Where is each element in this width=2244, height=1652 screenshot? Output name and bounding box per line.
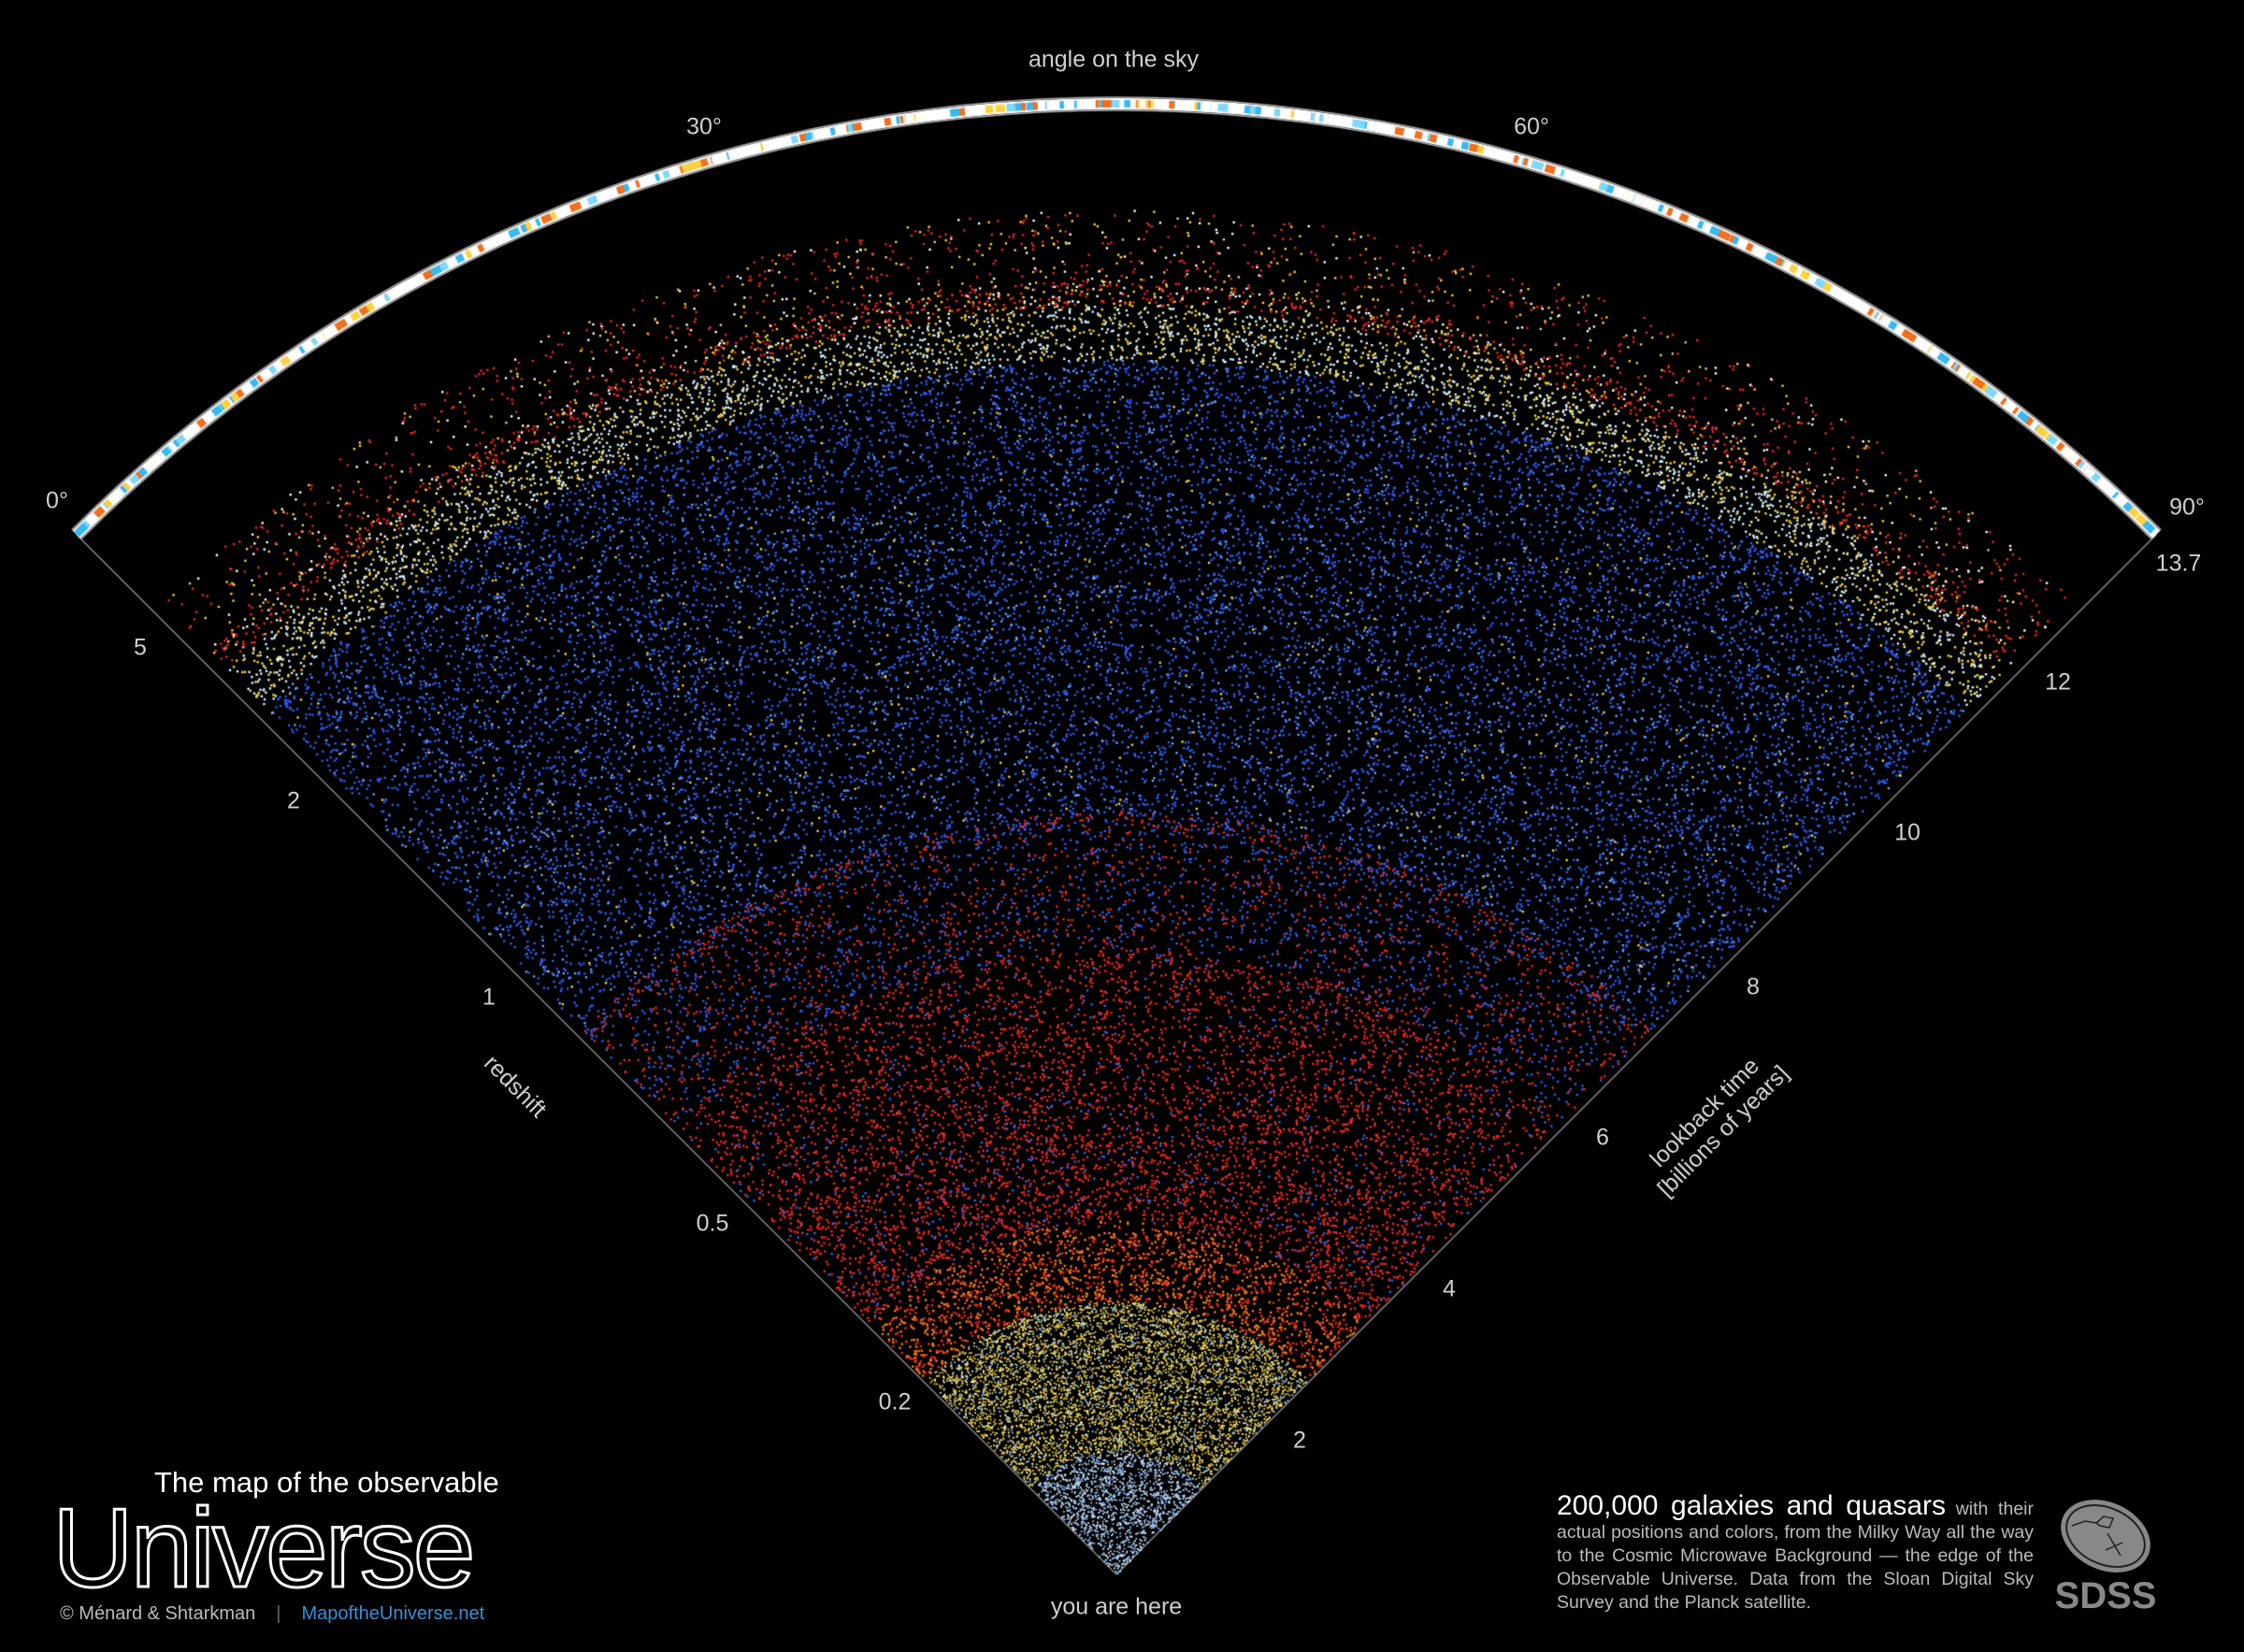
lookback-tick: 2 xyxy=(1293,1427,1306,1454)
lookback-tick: 8 xyxy=(1747,973,1760,1000)
redshift-tick: 0.2 xyxy=(878,1388,912,1415)
lookback-tick: 4 xyxy=(1443,1275,1456,1302)
redshift-tick: 1 xyxy=(482,984,496,1011)
angle-axis-title: angle on the sky xyxy=(1028,46,1200,73)
angle-tick-90: 90° xyxy=(2169,494,2205,521)
title-universe: Universe xyxy=(51,1486,477,1611)
lookback-tick: 13.7 xyxy=(2155,550,2202,577)
redshift-tick: 2 xyxy=(287,787,300,814)
sdss-logo: SDSS xyxy=(2053,1498,2158,1617)
you-are-here-label: you are here xyxy=(1050,1593,1183,1620)
separator: | xyxy=(276,1603,281,1624)
credit-line: © Ménard & Shtarkman | MapoftheUniverse.ne… xyxy=(60,1602,484,1625)
angle-tick-0: 0° xyxy=(46,487,68,514)
redshift-tick: 5 xyxy=(134,634,147,661)
authors-credit: © Ménard & Shtarkman xyxy=(60,1603,256,1624)
description: 200,000 galaxies and quasars with their … xyxy=(1557,1492,2034,1615)
website-link[interactable]: MapoftheUniverse.net xyxy=(301,1603,485,1624)
title-subtitle: The map of the observable xyxy=(154,1466,499,1499)
sdss-logo-text: SDSS xyxy=(2054,1575,2157,1616)
description-body: with their actual positions and colors, … xyxy=(1557,1499,2034,1613)
redshift-tick: 0.5 xyxy=(696,1210,729,1237)
lookback-tick: 12 xyxy=(2045,668,2071,696)
description-lead: 200,000 galaxies and quasars xyxy=(1557,1490,1947,1521)
angle-tick-60: 60° xyxy=(1514,113,1549,140)
lookback-tick: 10 xyxy=(1894,819,1920,846)
lookback-tick: 6 xyxy=(1596,1124,1609,1151)
angle-tick-30: 30° xyxy=(686,113,722,140)
sdss-emblem-icon xyxy=(2061,1500,2150,1573)
